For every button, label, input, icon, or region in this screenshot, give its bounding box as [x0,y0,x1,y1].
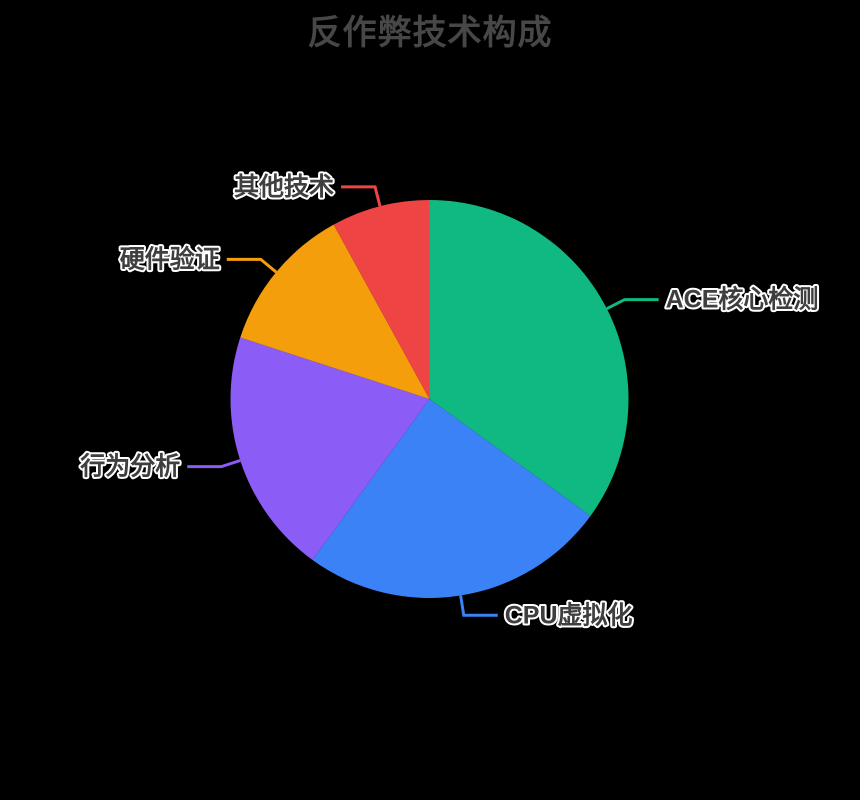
slice-label-other-tech: 其他技术 [234,172,334,201]
slice-label-behavior-analysis: 行为分析 [79,453,180,481]
label-line-hardware-verification [226,257,278,274]
label-line-behavior-analysis [187,459,241,469]
pie-slice-cpu-virtualization[interactable] [312,399,591,598]
label-line-ace-core-detection [606,298,659,310]
label-line-cpu-virtualization [459,595,498,617]
slice-label-cpu-virtualization: CPU虚拟化 [505,601,633,629]
label-line-other-tech [341,185,382,207]
pie-slice-hardware-verification[interactable] [240,224,430,399]
pie-slice-ace-core-detection[interactable] [429,200,629,516]
chart-title: 反作弊技术构成 [307,14,553,52]
slice-label-ace-core-detection: ACE核心检测 [666,285,819,314]
pie-slice-behavior-analysis[interactable] [230,337,430,560]
pie-slice-other-tech[interactable] [333,200,430,399]
slice-label-hardware-verification: 硬件验证 [120,244,220,273]
